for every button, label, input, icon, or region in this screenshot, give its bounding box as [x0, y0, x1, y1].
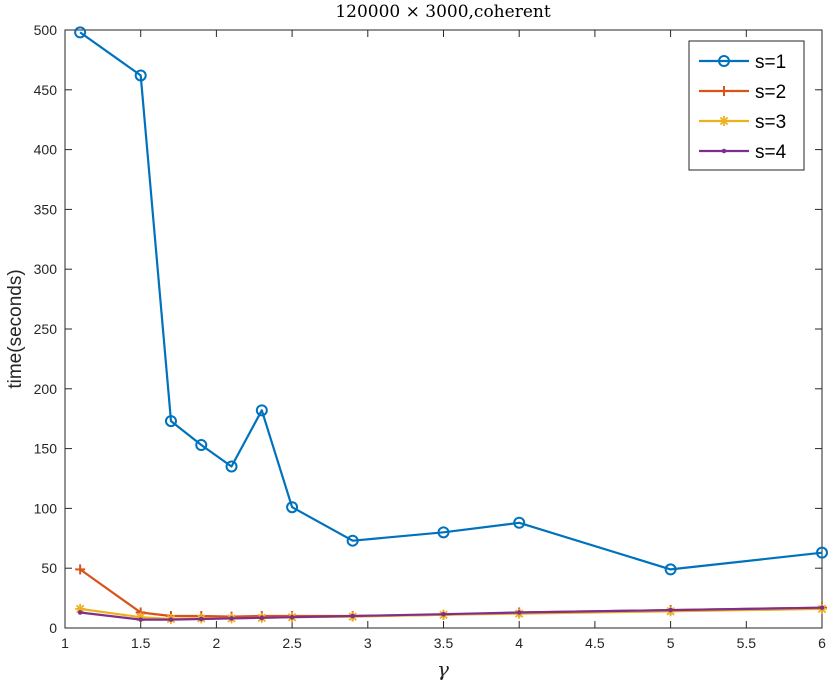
legend-marker — [721, 148, 727, 154]
y-tick-label: 100 — [34, 500, 58, 516]
legend-item: s=4 — [699, 142, 787, 163]
marker-dot — [77, 610, 83, 615]
x-tick-label: 5 — [667, 635, 675, 651]
data-point — [75, 564, 86, 575]
marker-stroke — [719, 116, 729, 126]
y-tick-label: 50 — [41, 560, 57, 576]
y-tick-label: 500 — [34, 22, 58, 38]
series-s4 — [77, 605, 825, 622]
marker-dot — [441, 611, 446, 617]
data-point — [229, 616, 234, 621]
marker-dot — [668, 607, 673, 613]
legend-label: s=3 — [755, 112, 786, 133]
legend: s=1 s=2 s=3 s=4 — [688, 40, 805, 171]
marker-dot — [350, 613, 355, 619]
data-point — [74, 26, 87, 39]
y-tick-label: 200 — [34, 381, 58, 397]
data-point — [259, 615, 265, 621]
legend-label: s=1 — [755, 52, 786, 73]
legend-marker — [718, 55, 730, 67]
data-point — [77, 610, 83, 615]
marker-dot — [289, 614, 295, 620]
legend-label: s=4 — [755, 142, 787, 163]
data-point — [225, 460, 238, 473]
x-tick-label: 2 — [213, 635, 221, 651]
data-point — [134, 69, 147, 82]
marker-dot — [259, 615, 265, 621]
data-point — [195, 439, 208, 452]
y-tick-label: 450 — [34, 82, 58, 98]
series-line — [79, 31, 823, 571]
y-tick-label: 300 — [34, 261, 58, 277]
legend-marker — [719, 86, 729, 96]
y-axis-label: time(seconds) — [5, 269, 26, 388]
y-tick-label: 400 — [34, 142, 58, 158]
y-tick-label: 250 — [34, 321, 58, 337]
data-point — [513, 516, 526, 529]
x-tick-label: 3.5 — [434, 635, 454, 651]
data-point — [816, 546, 828, 559]
x-tick-label: 2.5 — [282, 635, 302, 651]
axes: 1 1.5 2 2.5 3 3.5 4 4.5 5 5.5 6 0 50 100 150 200 250 300 3… — [34, 22, 826, 651]
x-tick-label: 1.5 — [131, 635, 151, 651]
marker-stroke — [75, 604, 85, 614]
legend-item: s=3 — [699, 112, 786, 133]
data-point — [75, 603, 86, 614]
data-point — [164, 415, 177, 428]
legend-item: s=2 — [699, 82, 786, 103]
marker-dot — [721, 148, 727, 154]
marker-dot — [168, 617, 174, 622]
data-point — [350, 613, 355, 619]
series-layer — [74, 26, 828, 625]
legend-item: s=1 — [699, 52, 786, 73]
chart-title: 120000 × 3000,coherent — [335, 2, 551, 22]
data-point — [668, 607, 673, 613]
x-tick-label: 6 — [818, 635, 826, 651]
legend-box — [688, 40, 805, 171]
marker-dot — [819, 605, 825, 610]
legend-label: s=2 — [755, 82, 786, 103]
x-tick-label: 4.5 — [585, 635, 605, 651]
data-point — [664, 563, 677, 576]
x-tick-label: 1 — [61, 635, 69, 651]
y-tick-label: 0 — [49, 620, 57, 636]
data-point — [255, 404, 268, 417]
x-tick-label: 3 — [364, 635, 372, 651]
marker-dot — [138, 617, 143, 622]
legend-marker — [719, 116, 729, 126]
y-tick-label: 350 — [34, 201, 58, 217]
data-point — [516, 610, 522, 615]
x-axis-label: γ — [437, 657, 449, 681]
marker-dot — [198, 616, 204, 622]
y-tick-label: 150 — [34, 441, 58, 457]
data-point — [441, 611, 446, 617]
data-point — [286, 501, 299, 514]
x-tick-label: 4 — [515, 635, 523, 651]
data-point — [138, 617, 143, 622]
series-s1 — [74, 26, 828, 576]
data-point — [289, 614, 295, 620]
data-point — [168, 617, 174, 622]
data-point — [198, 616, 204, 622]
data-point — [819, 605, 825, 610]
x-tick-label: 5.5 — [737, 635, 757, 651]
marker-dot — [516, 610, 522, 615]
marker-dot — [229, 616, 234, 621]
series-line — [79, 606, 823, 621]
data-point — [437, 526, 450, 539]
data-point — [346, 534, 359, 547]
